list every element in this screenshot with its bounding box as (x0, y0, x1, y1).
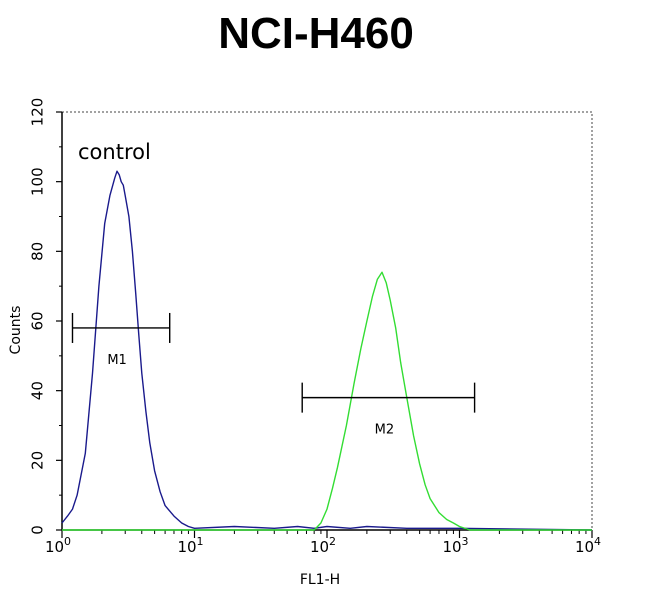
y-tick-label: 40 (29, 381, 47, 400)
marker-layer: M1 M2 (71, 312, 476, 438)
series-layer (61, 170, 593, 531)
x-tick-label: 104 (575, 535, 601, 556)
y-tick-label: 20 (29, 451, 47, 470)
y-axis-label: Counts (8, 306, 24, 355)
y-tick-label: 0 (29, 525, 47, 535)
x-axis-label: FL1-H (300, 572, 340, 588)
x-tick-label: 103 (442, 535, 468, 556)
control-annotation: control (78, 140, 151, 164)
y-tick-label: 100 (29, 167, 47, 196)
plot-border (61, 111, 593, 531)
y-ticks: 0 20 40 60 80 100 120 (29, 98, 62, 535)
y-tick-label: 60 (29, 311, 47, 330)
x-tick-label: 100 (45, 535, 71, 556)
y-tick-label: 120 (29, 98, 47, 127)
chart-title: NCI-H460 (218, 9, 414, 58)
gate-label: M2 (375, 423, 395, 438)
gate-marker-m1: M1 (71, 312, 171, 368)
y-tick-label: 80 (29, 242, 47, 261)
plot-frame (61, 111, 593, 531)
gate-marker-m2: M2 (301, 382, 476, 438)
series-line-1 (61, 170, 593, 531)
series-line-2 (62, 271, 592, 531)
x-tick-label: 102 (310, 535, 336, 556)
x-ticks: 100 101 102 103 104 (45, 530, 601, 556)
gate-label: M1 (107, 353, 127, 368)
x-tick-label: 101 (177, 535, 203, 556)
